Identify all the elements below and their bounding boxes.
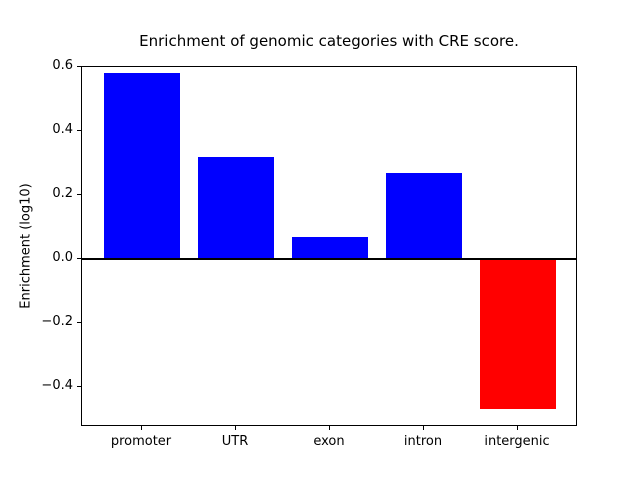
x-tick-label-intergenic: intergenic bbox=[484, 434, 550, 449]
x-tick-mark bbox=[140, 426, 142, 430]
x-tick-label-promoter: promoter bbox=[110, 434, 172, 449]
y-tick-label: 0.2 bbox=[52, 186, 73, 201]
y-axis-label: Enrichment (log10) bbox=[18, 183, 34, 309]
y-tick-mark bbox=[77, 321, 81, 323]
bar-intergenic bbox=[480, 259, 556, 410]
y-tick-mark bbox=[77, 385, 81, 387]
y-tick-mark bbox=[77, 129, 81, 131]
plot-area bbox=[81, 66, 577, 426]
x-tick-mark bbox=[234, 426, 236, 430]
x-tick-label-intron: intron bbox=[403, 434, 443, 449]
y-tick-mark bbox=[77, 193, 81, 195]
x-tick-mark bbox=[422, 426, 424, 430]
x-tick-label-exon: exon bbox=[313, 434, 345, 449]
y-tick-label: −0.2 bbox=[41, 314, 73, 329]
x-tick-mark bbox=[328, 426, 330, 430]
y-tick-label: 0.6 bbox=[52, 58, 73, 73]
y-tick-label: −0.4 bbox=[41, 378, 73, 393]
x-tick-mark bbox=[516, 426, 518, 430]
y-tick-mark bbox=[77, 65, 81, 67]
bar-promoter bbox=[104, 73, 180, 259]
y-tick-mark bbox=[77, 257, 81, 259]
bar-intron bbox=[386, 172, 462, 259]
y-tick-label: 0.4 bbox=[52, 122, 73, 137]
zero-line bbox=[82, 258, 576, 260]
chart-title: Enrichment of genomic categories with CR… bbox=[139, 32, 519, 50]
x-tick-label-UTR: UTR bbox=[221, 434, 249, 449]
y-tick-label: 0.0 bbox=[52, 250, 73, 265]
bar-UTR bbox=[198, 156, 274, 259]
bar-exon bbox=[292, 236, 368, 259]
